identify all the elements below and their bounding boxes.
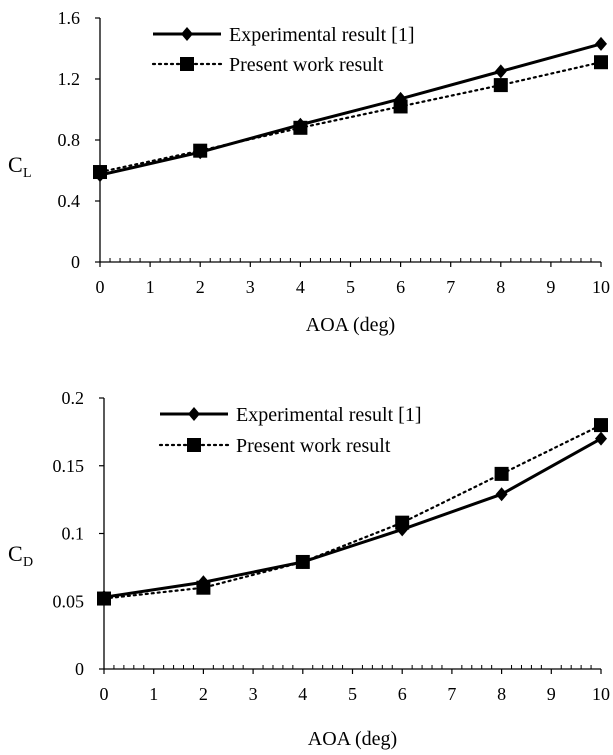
x-tick-label: 3 <box>249 684 258 704</box>
x-tick-label: 8 <box>496 277 505 297</box>
x-tick-label: 0 <box>100 684 109 704</box>
series-line-1 <box>99 42 602 177</box>
series-line-2 <box>98 61 603 174</box>
series-line-2 <box>102 424 603 600</box>
data-point-square <box>193 143 208 158</box>
data-point-square <box>393 99 408 114</box>
legend-marker-square <box>187 438 201 452</box>
x-axis-title: AOA (deg) <box>308 728 397 750</box>
chart-1: 0 0.4 0.8 1.2 1.6 0 1 2 3 4 5 6 7 8 9 10 AOA (deg) C L Expe… <box>8 8 610 336</box>
x-tick-label: 2 <box>199 684 208 704</box>
x-tick-label: 4 <box>298 684 307 704</box>
data-point-square <box>93 165 107 180</box>
x-tick-label: 8 <box>497 684 506 704</box>
x-tick-label: 6 <box>398 684 407 704</box>
x-tick-label: 7 <box>447 684 456 704</box>
x-tick-label: 9 <box>546 277 555 297</box>
x-tick-label: 7 <box>446 277 455 297</box>
data-point-diamond <box>494 64 507 79</box>
y-tick-label: 0.8 <box>58 130 81 150</box>
y-axis-title-subscript: D <box>23 555 33 570</box>
data-point-square <box>97 591 111 606</box>
y-axis-title: C <box>8 541 23 566</box>
x-axis-title: AOA (deg) <box>306 314 395 336</box>
y-tick-label: 1.6 <box>58 8 81 28</box>
data-point-square <box>196 580 211 595</box>
y-tick-label: 0.2 <box>62 388 85 408</box>
legend-marker-diamond <box>181 27 193 41</box>
x-tick-label: 4 <box>296 277 305 297</box>
legend-marker-diamond <box>188 407 200 421</box>
x-tick-label: 5 <box>346 277 355 297</box>
y-tick-label: 0.4 <box>58 191 81 211</box>
y-tick-label: 1.2 <box>58 69 81 89</box>
data-point-square <box>594 55 608 70</box>
data-point-square <box>494 466 509 481</box>
x-tick-label: 1 <box>149 684 158 704</box>
data-point-square <box>594 418 608 433</box>
legend-label-2: Present work result <box>236 435 391 457</box>
x-tick-label: 10 <box>592 277 610 297</box>
y-tick-label: 0 <box>75 659 84 679</box>
data-point-diamond <box>495 487 508 502</box>
series-line-1 <box>103 437 602 599</box>
y-tick-label: 0.1 <box>62 524 85 544</box>
legend-marker-square <box>180 57 194 71</box>
legend-label-1: Experimental result [1] <box>236 404 422 426</box>
x-tick-label: 10 <box>592 684 610 704</box>
data-point-square <box>295 554 310 569</box>
data-point-square <box>493 78 508 93</box>
y-axis-title: C <box>8 152 23 177</box>
x-tick-label: 0 <box>96 277 105 297</box>
y-tick-label: 0.15 <box>53 456 85 476</box>
data-point-square <box>395 515 410 530</box>
x-tick-label: 9 <box>547 684 556 704</box>
chart-2: 0 0.05 0.1 0.15 0.2 0 1 2 3 4 5 6 7 8 9 10 AOA (deg) C D Ex… <box>8 388 610 750</box>
data-point-diamond <box>595 36 607 51</box>
y-tick-label: 0.05 <box>53 591 85 611</box>
y-axis-title-subscript: L <box>23 166 32 181</box>
y-tick-label: 0 <box>71 252 80 272</box>
legend-label-2: Present work result <box>229 54 384 76</box>
x-tick-label: 5 <box>348 684 357 704</box>
x-tick-label: 3 <box>246 277 255 297</box>
data-point-diamond <box>595 431 607 446</box>
data-point-square <box>293 120 308 135</box>
x-tick-label: 2 <box>196 277 205 297</box>
legend-label-1: Experimental result [1] <box>229 24 415 46</box>
x-tick-label: 1 <box>146 277 155 297</box>
x-tick-label: 6 <box>396 277 405 297</box>
